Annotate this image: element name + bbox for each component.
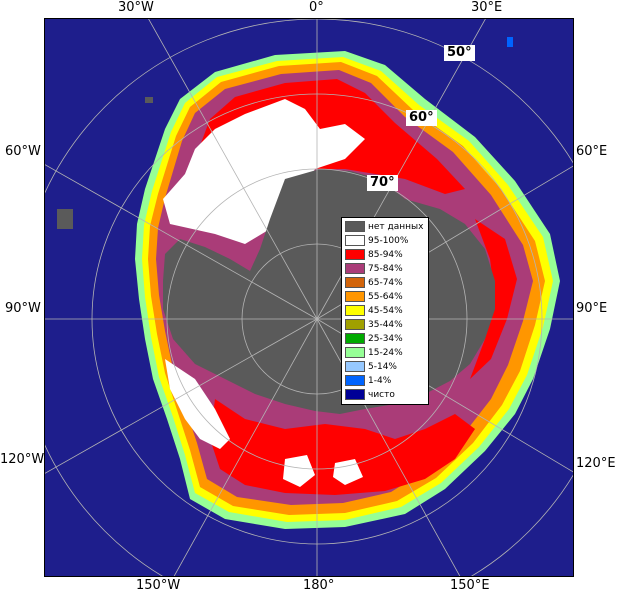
lon-label-60w: 60°W [5,144,41,159]
lon-label-30e-top: 30°E [471,0,503,15]
legend-swatch [345,291,365,302]
lat-label-60: 60° [406,110,437,126]
lon-label-90w: 90°W [5,301,41,316]
lon-label-120e: 120°E [576,456,616,471]
lat-label-50: 50° [444,45,475,61]
lon-label-120w: 120°W [0,452,45,467]
lat-label-70: 70° [367,175,398,191]
legend-swatch [345,305,365,316]
legend-label: 15-24% [368,348,403,358]
map-frame [44,18,574,577]
legend-label: 1-4% [368,376,392,386]
legend-swatch [345,235,365,246]
legend-swatch [345,277,365,288]
legend-label: 55-64% [368,292,403,302]
sea-ice-map [45,19,573,576]
legend-swatch [345,333,365,344]
legend-label: 95-100% [368,236,409,246]
lon-label-150w: 150°W [136,578,181,593]
ice-field-red-east [470,219,517,379]
legend-swatch [345,319,365,330]
legend-swatch [345,263,365,274]
lon-label-60e: 60°E [576,144,608,159]
legend-label: 5-14% [368,362,397,372]
legend-swatch [345,361,365,372]
ice-floe-white-ross [165,359,230,449]
legend-swatch [345,375,365,386]
graticule [45,19,573,576]
legend-label: 35-44% [368,320,403,330]
lon-label-180: 180° [303,578,335,593]
lon-label-0-top: 0° [309,0,324,15]
ice-floe-white-south [283,455,363,487]
lon-label-90e: 90°E [576,301,608,316]
legend-label: 75-84% [368,264,403,274]
legend: нет данных 95-100% 85-94% 75-84% 65-74% … [341,217,429,405]
nodata-speck [145,97,153,103]
legend-label: 85-94% [368,250,403,260]
legend-swatch [345,249,365,260]
legend-label: 45-54% [368,306,403,316]
legend-label: чисто [368,390,395,400]
lon-label-30w-top: 30°W [118,0,154,15]
legend-label: 25-34% [368,334,403,344]
nodata-speck [507,37,513,47]
legend-label: нет данных [368,222,424,232]
legend-label: 65-74% [368,278,403,288]
ice-field-red-south [210,399,475,495]
legend-swatch [345,347,365,358]
legend-swatch [345,221,365,232]
nodata-speck [57,209,73,229]
legend-swatch [345,389,365,400]
lon-label-150e: 150°E [450,578,490,593]
